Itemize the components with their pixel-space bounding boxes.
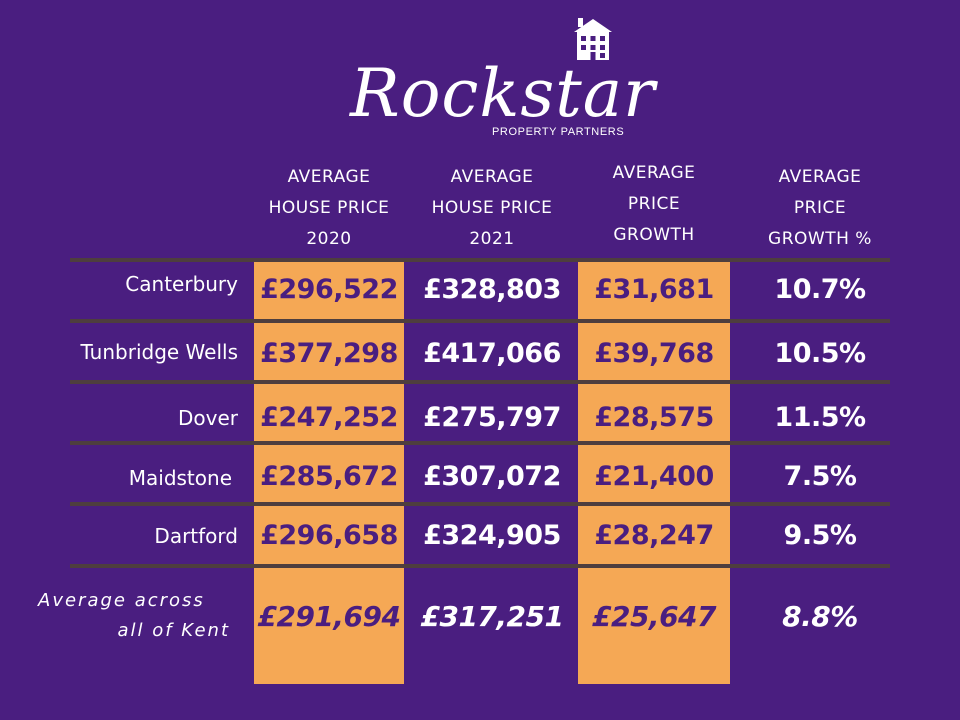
divider — [70, 380, 890, 384]
cell-average-growth-percent: 8.8% — [782, 600, 858, 633]
row-label-maidstone: Maidstone — [128, 466, 232, 490]
highlight-column-2020 — [254, 260, 404, 684]
cell-price-2021: £307,072 — [423, 461, 561, 492]
divider — [70, 441, 890, 445]
cell-growth-percent: 9.5% — [783, 520, 857, 551]
cell-growth: £28,247 — [594, 520, 714, 551]
cell-average-growth: £25,647 — [591, 600, 717, 633]
brand-logo-text: Rockstar — [350, 55, 656, 132]
cell-average-price-2020: £291,694 — [257, 600, 401, 633]
divider — [70, 502, 890, 506]
cell-price-2021: £417,066 — [423, 338, 561, 369]
cell-price-2021: £324,905 — [423, 520, 561, 551]
header-price-2020: AVERAGE HOUSE PRICE 2020 — [268, 167, 390, 249]
row-label-dartford: Dartford — [154, 524, 238, 548]
header-price-growth: AVERAGE PRICE GROWTH — [612, 163, 696, 245]
cell-growth: £31,681 — [594, 274, 714, 305]
cell-growth-percent: 11.5% — [774, 402, 866, 433]
header-growth-percent: AVERAGE PRICE GROWTH % — [768, 167, 872, 249]
brand-tagline: PROPERTY PARTNERS — [492, 126, 625, 138]
cell-growth-percent: 10.5% — [774, 338, 866, 369]
row-label-dover: Dover — [178, 406, 238, 430]
cell-price-2020: £296,522 — [260, 274, 398, 305]
cell-growth: £21,400 — [594, 461, 714, 492]
cell-price-2020: £377,298 — [260, 338, 398, 369]
divider — [70, 564, 890, 568]
header-price-2021: AVERAGE HOUSE PRICE 2021 — [431, 167, 553, 249]
house-icon — [572, 16, 614, 62]
cell-growth-percent: 10.7% — [774, 274, 866, 305]
row-label-canterbury: Canterbury — [125, 272, 238, 296]
cell-price-2020: £247,252 — [260, 402, 398, 433]
cell-average-price-2021: £317,251 — [420, 600, 564, 633]
row-label-tunbridge-wells: Tunbridge Wells — [80, 340, 239, 364]
cell-price-2021: £275,797 — [423, 402, 561, 433]
divider — [70, 258, 890, 262]
highlight-column-growth — [578, 260, 730, 684]
cell-growth: £28,575 — [594, 402, 714, 433]
cell-growth: £39,768 — [594, 338, 714, 369]
divider — [70, 319, 890, 323]
cell-price-2020: £296,658 — [260, 520, 398, 551]
cell-growth-percent: 7.5% — [783, 461, 857, 492]
cell-price-2020: £285,672 — [260, 461, 398, 492]
cell-price-2021: £328,803 — [423, 274, 561, 305]
row-label-average: Average across all of Kent — [38, 590, 230, 641]
